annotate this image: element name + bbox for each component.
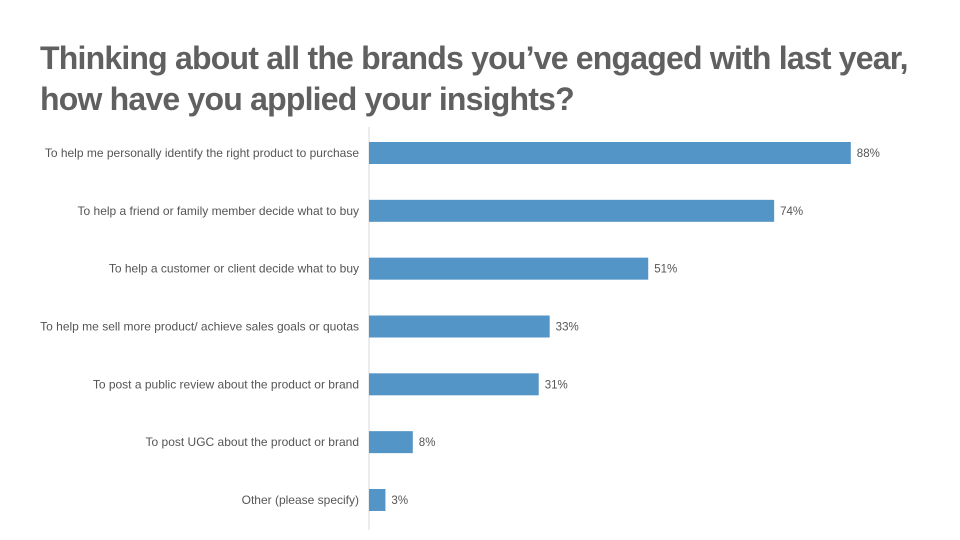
bar xyxy=(369,373,539,396)
category-label: To post UGC about the product or brand xyxy=(146,435,359,449)
bar xyxy=(369,257,649,280)
bar xyxy=(369,431,413,454)
chart-title: Thinking about all the brands you’ve eng… xyxy=(40,38,940,120)
data-label: 88% xyxy=(857,148,880,160)
title-line-1: Thinking about all the brands you’ve eng… xyxy=(40,40,909,76)
bar xyxy=(369,315,550,338)
data-label: 33% xyxy=(556,321,579,333)
data-label: 31% xyxy=(545,379,568,391)
bar xyxy=(369,488,386,511)
category-label: To help a friend or family member decide… xyxy=(78,204,359,218)
category-label: To post a public review about the produc… xyxy=(93,377,359,391)
category-label: To help me personally identify the right… xyxy=(45,146,360,160)
data-label: 8% xyxy=(419,437,436,449)
category-label: Other (please specify) xyxy=(242,493,359,507)
category-label: To help a customer or client decide what… xyxy=(109,262,359,276)
data-label: 3% xyxy=(391,495,408,507)
category-label: To help me sell more product/ achieve sa… xyxy=(40,319,359,333)
bar xyxy=(369,199,775,222)
title-line-2: how have you applied your insights? xyxy=(40,81,575,117)
data-label: 51% xyxy=(654,264,677,276)
bar xyxy=(369,142,851,164)
data-label: 74% xyxy=(780,206,803,218)
